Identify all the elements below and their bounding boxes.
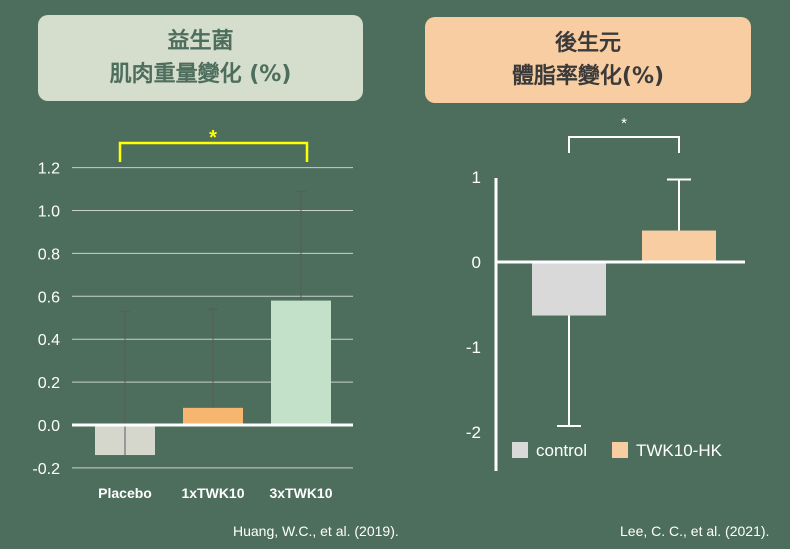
right-citation: Lee, C. C., et al. (2021).	[620, 523, 770, 539]
left-y-tick-label: 0.4	[38, 332, 60, 349]
left-significance-star: *	[209, 127, 217, 149]
legend-swatch-control	[512, 442, 528, 458]
left-x-tick-label: 3xTWK10	[269, 485, 332, 501]
legend-label-twk10-hk: TWK10-HK	[636, 441, 723, 460]
left-y-tick-label: -0.2	[32, 461, 60, 478]
left-y-tick-label: 1.2	[38, 161, 60, 178]
legend-swatch-twk10-hk	[612, 442, 628, 458]
right-chart-title: 後生元 體脂率變化(%)	[425, 17, 751, 103]
right-significance-star: *	[621, 115, 627, 132]
left-y-tick-label: 0.0	[38, 418, 60, 435]
right-y-tick-label: -2	[466, 423, 481, 442]
legend-label-control: control	[536, 441, 587, 460]
right-bar-control	[532, 262, 606, 316]
right-bar-twk10-hk	[642, 230, 716, 262]
left-y-tick-label: 1.0	[38, 204, 60, 221]
left-x-tick-label: 1xTWK10	[181, 485, 244, 501]
left-x-tick-label: Placebo	[98, 485, 152, 501]
left-bar-1xtwk10	[183, 407, 243, 425]
right-y-tick-label: 1	[472, 168, 481, 187]
right-y-tick-label: 0	[472, 253, 481, 272]
left-citation: Huang, W.C., et al. (2019).	[233, 523, 399, 539]
left-bar-3xtwk10	[271, 300, 331, 425]
left-title-line2: 肌肉重量變化 (%)	[109, 62, 292, 87]
left-significance-bracket	[118, 141, 309, 162]
right-title-line2: 體脂率變化(%)	[511, 64, 665, 89]
left-y-tick-label: 0.8	[38, 246, 60, 263]
right-significance-bracket	[568, 136, 680, 153]
left-y-tick-label: 0.6	[38, 289, 60, 306]
left-chart-title: 益生菌 肌肉重量變化 (%)	[38, 15, 363, 101]
right-title-line1: 後生元	[554, 31, 621, 56]
right-y-tick-label: -1	[466, 338, 481, 357]
left-title-line1: 益生菌	[167, 29, 234, 54]
left-y-tick-label: 0.2	[38, 375, 60, 392]
